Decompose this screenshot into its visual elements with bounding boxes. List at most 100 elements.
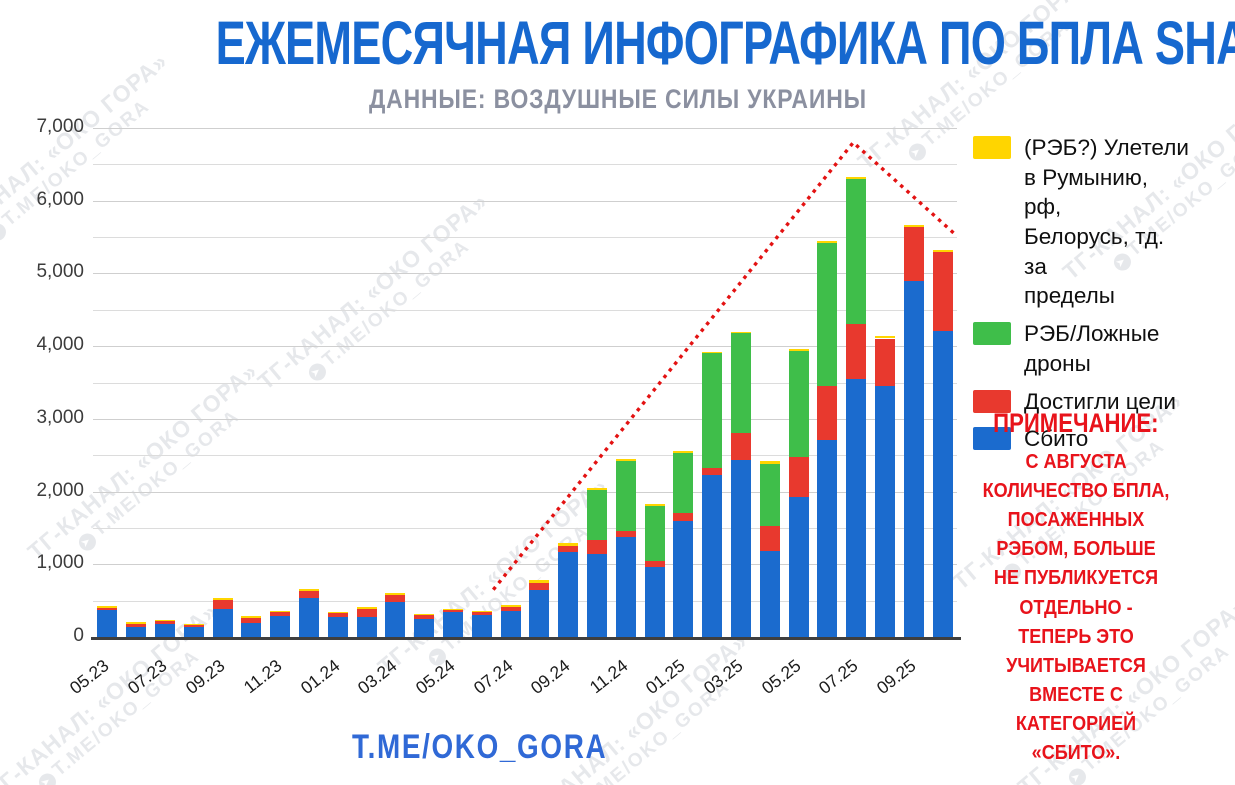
bar-segment-04.24	[414, 614, 435, 616]
bar-segment-07.25	[846, 178, 867, 325]
bar-segment-09.25	[903, 226, 924, 281]
bar-segment-09.24	[558, 545, 579, 552]
legend-swatch-icon	[973, 389, 1011, 413]
page-title-text: ЕЖЕМЕСЯЧНАЯ ИНФОГРАФИКА ПО БПЛА SHAHED-1…	[215, 9, 1235, 77]
bar-segment-04.24	[414, 619, 435, 637]
bar-segment-12.24	[644, 567, 665, 637]
bar-segment-10.24	[587, 539, 607, 555]
legend-label: Сбито	[1024, 426, 1089, 452]
legend-label: Достигли цели	[1024, 388, 1176, 414]
bar-segment-06.24	[471, 611, 492, 613]
bar-segment-11.23	[270, 611, 291, 613]
bar-segment-06.25	[817, 439, 838, 637]
gridline	[93, 237, 957, 239]
bar-segment-05.25	[788, 457, 809, 498]
bar-segment-06.24	[471, 612, 492, 616]
bar-segment-02.25	[702, 468, 723, 475]
bar-segment-05.23	[97, 610, 118, 637]
bar-segment-12.23	[299, 589, 319, 591]
page-title: ЕЖЕМЕСЯЧНАЯ ИНФОГРАФИКА ПО БПЛА SHAHED-1…	[0, 8, 1235, 78]
bar-segment-05.23	[97, 607, 118, 611]
y-axis-tick-label: 3,000	[36, 406, 84, 428]
bar-segment-05.24	[443, 610, 463, 612]
bar-segment-05.24	[443, 611, 463, 637]
gridline	[93, 600, 957, 602]
gridline	[93, 455, 957, 457]
bar-segment-07.24	[500, 610, 521, 637]
bar-segment-04.25	[759, 525, 780, 552]
note-body: С АВГУСТА КОЛИЧЕСТВО БПЛА, ПОСАЖЕННЫХ РЭ…	[982, 450, 1170, 765]
bar-segment-08.23	[183, 626, 204, 637]
note-title: ПРИМЕЧАНИЕ:	[993, 408, 1159, 438]
bar-segment-12.24	[644, 503, 665, 507]
y-axis-tick-label: 2,000	[36, 479, 84, 501]
y-axis-tick-label: 1,000	[36, 552, 84, 574]
channel-link: T.ME/OKO_GORA	[0, 728, 960, 767]
bar-segment-04.24	[414, 615, 435, 620]
bar-segment-01.24	[327, 613, 348, 617]
gridline	[93, 309, 957, 311]
bar-segment-08.24	[529, 580, 550, 583]
page-subtitle-text: ДАННЫЕ: ВОЗДУШНЫЕ СИЛЫ УКРАИНЫ	[368, 84, 867, 114]
page-subtitle: ДАННЫЕ: ВОЗДУШНЫЕ СИЛЫ УКРАИНЫ	[0, 84, 1235, 115]
bar-segment-02.24	[356, 608, 377, 618]
bar-segment-03.25	[731, 333, 751, 433]
bar-segment-10.25	[932, 330, 953, 637]
bar-segment-10.24	[587, 489, 607, 540]
bar-segment-10.23	[241, 616, 262, 618]
bar-segment-07.24	[500, 606, 521, 611]
legend-swatch-icon	[973, 322, 1011, 346]
legend-item-2: Достигли цели	[973, 387, 1191, 417]
x-axis	[91, 637, 961, 640]
bar-segment-10.25	[932, 250, 953, 252]
bar-segment-03.25	[731, 432, 751, 460]
bar-segment-09.23	[212, 599, 233, 609]
bar-segment-11.24	[615, 459, 636, 462]
bar-segment-01.25	[673, 453, 694, 514]
bar-segment-12.23	[299, 598, 319, 637]
bar-segment-02.24	[356, 617, 377, 637]
legend-label: (РЭБ?) Улетели в Румынию, рф, Белорусь, …	[1024, 135, 1189, 309]
bar-segment-10.24	[587, 487, 607, 490]
bar-segment-03.25	[731, 459, 751, 637]
bar-segment-10.25	[932, 251, 953, 331]
trend-line	[491, 140, 956, 591]
bar-segment-10.24	[587, 554, 607, 637]
bar-segment-01.24	[327, 611, 348, 613]
bar-segment-02.25	[702, 353, 723, 469]
bar-segment-09.23	[212, 598, 233, 600]
bar-segment-03.25	[731, 331, 751, 334]
bar-segment-07.23	[155, 621, 175, 624]
bar-segment-03.24	[385, 601, 406, 637]
bar-segment-08.24	[529, 589, 550, 637]
bar-segment-06.25	[817, 241, 838, 243]
legend-item-0: (РЭБ?) Улетели в Румынию, рф, Белорусь, …	[973, 133, 1191, 311]
bar-segment-03.24	[385, 593, 406, 595]
legend-swatch-icon	[973, 136, 1011, 159]
gridline	[93, 128, 957, 129]
bar-segment-07.23	[155, 619, 175, 621]
bar-segment-07.25	[846, 176, 867, 179]
gridline	[93, 273, 957, 275]
bar-segment-08.23	[183, 623, 204, 625]
gridline	[93, 491, 957, 493]
bar-segment-10.23	[241, 622, 262, 637]
bar-segment-06.23	[126, 623, 147, 627]
bar-segment-02.25	[702, 351, 723, 354]
bar-segment-09.24	[558, 543, 579, 546]
bar-segment-05.25	[788, 349, 809, 351]
bar-segment-05.24	[443, 609, 463, 611]
note-block: ПРИМЕЧАНИЕ: С АВГУСТА КОЛИЧЕСТВО БПЛА, П…	[958, 408, 1194, 767]
bar-segment-07.23	[155, 623, 175, 637]
bar-segment-10.23	[241, 617, 262, 623]
gridline	[93, 346, 957, 348]
bar-segment-05.25	[788, 497, 809, 637]
bar-segment-12.23	[299, 590, 319, 599]
bar-segment-07.25	[846, 379, 867, 637]
bar-segment-11.24	[615, 537, 636, 637]
bar-segment-11.23	[270, 612, 291, 616]
bar-segment-09.25	[903, 280, 924, 637]
bar-segment-03.24	[385, 594, 406, 602]
